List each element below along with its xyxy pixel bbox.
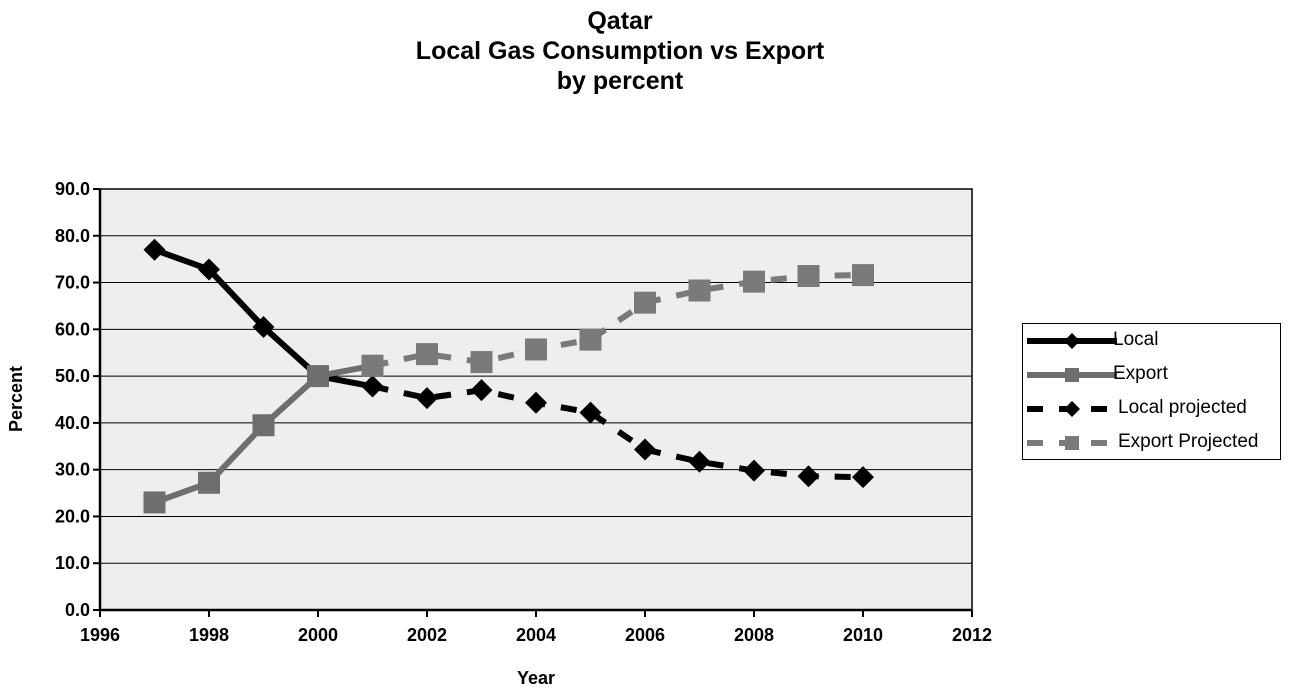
data-point-export-projected [743, 270, 765, 293]
y-tick-label: 40.0 [55, 413, 90, 433]
y-tick-label: 80.0 [55, 226, 90, 246]
y-tick-label: 20.0 [55, 506, 90, 526]
plot-area [99, 188, 973, 611]
data-point-local-projected [525, 391, 547, 414]
data-point-local-projected [470, 379, 493, 402]
data-point-local-projected [852, 466, 874, 489]
x-tick-label: 2004 [516, 625, 556, 645]
y-tick-label: 60.0 [55, 319, 90, 339]
data-point-local-projected [688, 450, 711, 473]
series-export-projected [361, 264, 874, 377]
data-point-export-projected [634, 291, 656, 314]
y-tick-label: 30.0 [55, 460, 90, 480]
data-point-export [143, 491, 166, 514]
data-point-export-projected [688, 279, 711, 302]
legend: Local Export Local projected Export Proj… [1022, 323, 1281, 460]
series-line-local-projected [371, 383, 864, 481]
x-axis-label: Year [517, 668, 555, 688]
data-point-local [198, 258, 220, 281]
legend-item-export: Export [1023, 358, 1280, 392]
data-point-export [252, 414, 275, 437]
chart-title-line-2: Local Gas Consumption vs Export [415, 37, 825, 65]
legend-swatch-local [1027, 333, 1117, 349]
legend-label-export-projected: Export Projected [1118, 431, 1259, 452]
data-point-local-projected [743, 459, 765, 482]
legend-item-export-projected: Export Projected [1023, 426, 1280, 460]
x-tick-label: 2010 [843, 625, 883, 645]
legend-label-local: Local [1113, 329, 1159, 350]
legend-swatch-local-projected [1027, 401, 1117, 417]
data-point-local [143, 238, 166, 261]
data-point-local-projected [634, 438, 656, 461]
legend-item-local-projected: Local projected [1023, 392, 1280, 426]
x-tick-label: 2002 [407, 625, 447, 645]
data-point-local-projected [361, 375, 384, 398]
gridlines [100, 235, 972, 564]
chart-title-line-3: by percent [556, 67, 684, 95]
x-tick-label: 1998 [189, 625, 229, 645]
data-point-export-projected [470, 351, 493, 374]
x-tick-label: 2006 [625, 625, 665, 645]
y-tick-label: 70.0 [55, 273, 90, 293]
data-point-local-projected [579, 401, 602, 424]
y-tick-label: 0.0 [65, 600, 90, 620]
legend-item-local: Local [1023, 324, 1280, 358]
data-point-local-projected [416, 387, 438, 410]
x-tick-label: 2012 [952, 625, 992, 645]
y-tick-label: 10.0 [55, 553, 90, 573]
axes: 0.0 10.0 20.0 30.0 40.0 50.0 60.0 70.0 80.0 90.0 1… [55, 179, 992, 645]
data-point-export-projected [797, 265, 820, 288]
data-point-export-projected [579, 328, 602, 351]
legend-swatch-export-projected [1027, 436, 1117, 450]
legend-label-export: Export [1113, 363, 1168, 384]
series-layer [143, 238, 874, 514]
y-tick-label: 90.0 [55, 179, 90, 199]
data-point-local-projected [797, 465, 820, 488]
chart-title: Qatar Local Gas Consumption vs Export by… [0, 6, 1240, 96]
series-line-export-projected [371, 272, 864, 369]
data-point-local [252, 315, 275, 338]
legend-swatch-export [1027, 368, 1117, 382]
legend-label-local-projected: Local projected [1118, 397, 1247, 418]
x-tick-label: 2000 [298, 625, 338, 645]
y-tick-label: 50.0 [55, 366, 90, 386]
chart-title-line-1: Qatar [587, 7, 653, 35]
y-axis-label: Percent [6, 366, 26, 432]
data-point-export [198, 471, 220, 494]
data-point-export-projected [416, 343, 438, 366]
data-point-export-projected [525, 338, 547, 361]
x-tick-label: 2008 [734, 625, 774, 645]
data-point-export-projected [852, 264, 874, 287]
data-point-export-projected [361, 354, 384, 377]
x-tick-label: 1996 [80, 625, 120, 645]
series-local-projected [361, 375, 874, 489]
data-point-export [307, 365, 329, 388]
